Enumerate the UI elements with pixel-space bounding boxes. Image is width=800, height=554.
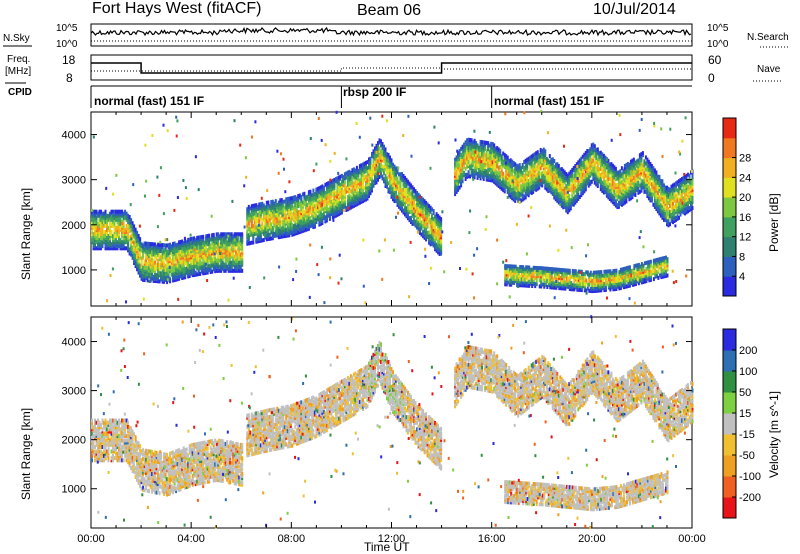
velocity-colorbar-swatch-3 [723, 434, 736, 456]
nave-min-label: 0 [708, 71, 715, 85]
nsky-min-label: 10^0 [56, 39, 78, 50]
power-colorbar-tick-3: 16 [739, 212, 751, 224]
power-cells [91, 110, 694, 305]
velocity-colorbar-swatch-8 [723, 329, 736, 351]
heatmap-velocity: 1000 2000 3000 4000 00:00 04:00 08:00 12:00 16:0… [62, 315, 761, 545]
velocity-xtick-label-0: 00:00 [77, 533, 105, 545]
cpid-segment-2: rbsp 200 IF [343, 85, 407, 99]
cpid-segment-3: normal (fast) 151 IF [494, 94, 605, 108]
velocity-xtick-label-2: 08:00 [278, 533, 306, 545]
power-colorbar-tick-5: 24 [739, 172, 751, 184]
nsky-label: N.Sky [3, 33, 30, 44]
velocity-colorbar-tick-0: -200 [739, 492, 761, 504]
power-colorbar-swatch-5 [723, 177, 736, 198]
velocity-colorbar-swatch-4 [723, 413, 736, 435]
power-ytick-label-2: 3000 [62, 175, 86, 187]
station-title: Fort Hays West (fitACF) [92, 0, 262, 17]
nsky-max-label: 10^5 [56, 23, 78, 34]
velocity-xtick-label-4: 16:00 [478, 533, 506, 545]
cpid-segment-1: normal (fast) 151 IF [94, 94, 205, 108]
velocity-cells [91, 315, 694, 529]
velocity-colorbar-tick-5: 50 [739, 387, 751, 399]
velocity-xlabel: Time UT [364, 540, 410, 554]
nsearch-min-label: 10^0 [707, 39, 729, 50]
power-colorbar-swatch-6 [723, 157, 736, 178]
power-ytick-label-1: 2000 [62, 220, 86, 232]
power-colorbar-tick-0: 4 [739, 271, 745, 283]
power-colorbar-swatch-1 [723, 256, 736, 277]
velocity-colorbar-swatch-0 [723, 497, 736, 519]
velocity-colorbar-tick-3: -15 [739, 429, 755, 441]
power-colorbar-tick-1: 8 [739, 251, 745, 263]
velocity-xtick-label-5: 20:00 [578, 533, 606, 545]
velocity-colorbar-tick-1: -100 [739, 471, 761, 483]
date-title: 10/Jul/2014 [593, 1, 676, 18]
velocity-ytick-label-1: 2000 [62, 435, 86, 447]
freq-label-2: [MHz] [5, 66, 32, 77]
power-colorbar-tick-2: 12 [739, 232, 751, 244]
velocity-colorbar-tick-6: 100 [739, 366, 757, 378]
nsearch-max-label: 10^5 [707, 23, 729, 34]
velocity-colorbar-tick-2: -50 [739, 450, 755, 462]
power-colorbar-frame [722, 117, 737, 297]
nsky-trace [90, 26, 692, 37]
power-colorbar-tick-6: 28 [739, 153, 751, 165]
power-colorbar-swatch-0 [723, 276, 736, 297]
power-colorbar-swatch-2 [723, 236, 736, 257]
power-ytick-label-0: 1000 [62, 265, 86, 277]
heatmap-power: 1000 2000 3000 4000 4 8 12 16 20 24 28 [62, 110, 751, 307]
velocity-ytick-label-3: 4000 [62, 337, 86, 349]
velocity-colorbar-frame [722, 328, 737, 519]
power-colorbar-swatch-8 [723, 118, 736, 139]
velocity-xtick-label-6: 00:00 [678, 533, 706, 545]
power-colorbar-swatch-3 [723, 216, 736, 238]
power-colorbar-swatch-4 [723, 197, 736, 218]
velocity-colorbar-swatch-5 [723, 392, 736, 414]
velocity-xtick-label-1: 04:00 [177, 533, 205, 545]
freq-max-label: 18 [62, 53, 76, 67]
velocity-ytick-label-0: 1000 [62, 484, 86, 496]
velocity-colorbar-swatch-2 [723, 455, 736, 477]
freq-label-1: Freq. [7, 54, 31, 65]
nave-label: Nave [757, 64, 781, 75]
velocity-colorbar-swatch-6 [723, 371, 736, 393]
beam-title: Beam 06 [357, 2, 422, 19]
velocity-colorbar-swatch-1 [723, 476, 736, 498]
cpid-label: CPID [8, 87, 32, 98]
nsky-strip-frame [90, 23, 693, 47]
power-colorbar: 4 8 12 16 20 24 28 [722, 117, 751, 297]
velocity-colorbar-tick-4: 15 [739, 408, 751, 420]
velocity-colorbar-swatch-7 [723, 350, 736, 372]
freq-trace [91, 62, 692, 74]
nsearch-label: N.Search [747, 32, 789, 43]
power-colorbar-swatch-7 [723, 137, 736, 159]
velocity-colorbar: -200 -100 -50 -15 15 50 100 200 [722, 328, 761, 519]
power-ytick-label-3: 4000 [62, 130, 86, 142]
velocity-colorbar-tick-7: 200 [739, 345, 757, 357]
velocity-xtick-label-3: 12:00 [378, 533, 406, 545]
freq-min-label: 8 [66, 71, 73, 85]
velocity-ytick-label-2: 3000 [62, 386, 86, 398]
power-colorbar-tick-4: 20 [739, 192, 751, 204]
nave-trace [91, 67, 692, 72]
nave-max-label: 60 [708, 53, 722, 67]
